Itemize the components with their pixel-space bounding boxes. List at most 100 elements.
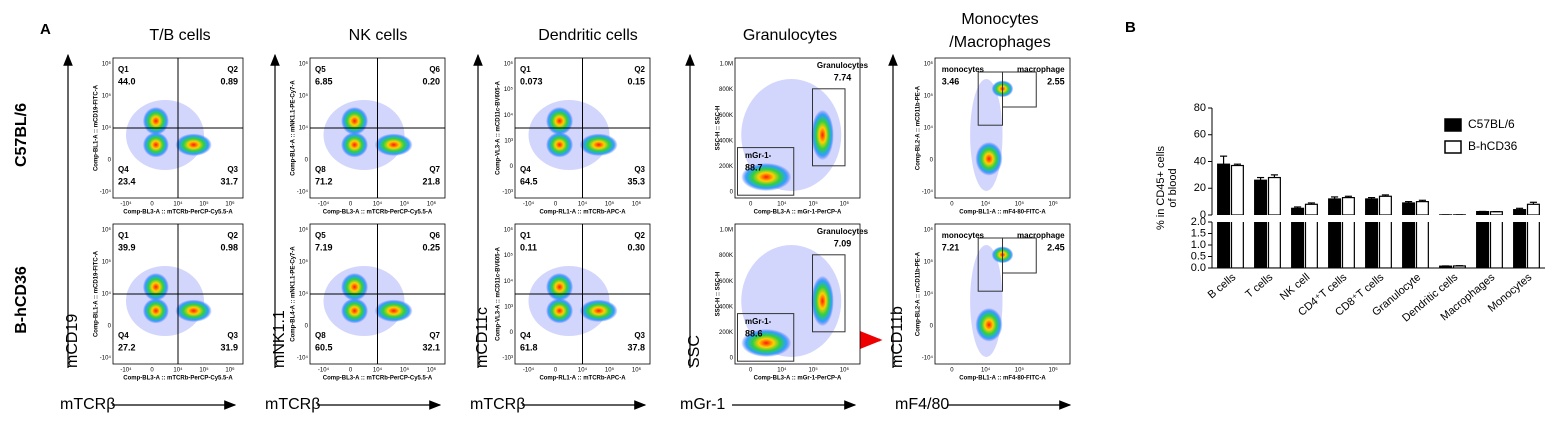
y-tick-label: -10⁴: [297, 189, 309, 196]
bar: [1526, 222, 1540, 268]
gate-name: Q2: [227, 231, 238, 240]
bar-segment: [1526, 222, 1540, 268]
x-tick-label: NK cell: [1278, 271, 1312, 303]
bar-segment: [1513, 207, 1527, 215]
gate-value: 88.7: [745, 162, 763, 172]
bar-segment: [1254, 222, 1268, 268]
y-axis-label: of blood: [1167, 168, 1179, 207]
gate: [812, 254, 846, 333]
bar-segment: [1476, 222, 1490, 268]
bar-segment: [1476, 210, 1490, 215]
column-title: Monocytes: [961, 11, 1038, 28]
gate-name: Q6: [429, 65, 440, 74]
event-density: [546, 298, 574, 324]
x-tick-label: 10⁶: [1049, 367, 1059, 374]
y-tick-label: 0: [510, 164, 514, 170]
y-tick-label: 0: [510, 330, 514, 336]
gate-name: Q4: [520, 165, 531, 174]
bar-segment: [1254, 176, 1268, 215]
x-tick-label: 0: [150, 368, 154, 374]
event-density: [341, 132, 369, 158]
event-density: [811, 109, 834, 161]
bar: [1230, 222, 1244, 268]
x-axis-title: Comp-BL3-A :: mTCRb-PerCP-Cy5.5-A: [123, 210, 233, 216]
bar-segment: [1402, 222, 1416, 268]
y-tick-label: 10³: [504, 304, 513, 310]
y-axis-title: SSC-H :: SSC-H: [716, 272, 722, 317]
event-density: [811, 275, 834, 327]
gate-value: 0.073: [520, 76, 543, 86]
y-tick-label: 1.5: [1191, 227, 1206, 239]
event-density: [374, 133, 413, 156]
bar: [1415, 222, 1429, 268]
bar: [1304, 222, 1318, 268]
event-density: [374, 299, 413, 322]
gate-name: Q3: [227, 165, 238, 174]
x-tick-label: 10⁴: [578, 367, 588, 374]
x-tick-label: 0: [349, 368, 353, 374]
y-tick-label: 800K: [719, 87, 733, 93]
gate: [812, 88, 846, 167]
gate-name: mGr-1-: [745, 317, 772, 326]
bar: [1415, 201, 1429, 215]
event-density: [546, 273, 574, 301]
bar-segment: [1489, 222, 1503, 268]
y-tick-label: 10⁵: [924, 93, 934, 100]
x-tick-label: 10⁶: [632, 201, 642, 208]
y-axis-title: Comp-BL4-A :: mNK1.1-PE-Cy7-A: [291, 246, 297, 342]
x-tick-label: -10⁴: [318, 201, 330, 208]
x-tick-label: 10⁶: [427, 367, 437, 374]
bar-segment: [1291, 206, 1305, 215]
y-tick-label: 0: [730, 356, 734, 362]
x-tick-label: 10⁵: [1015, 201, 1025, 208]
gate-value: 3.46: [942, 76, 960, 86]
legend-swatch: [1444, 140, 1462, 154]
bar: [1489, 222, 1503, 268]
bar: [1291, 222, 1305, 268]
gate-value: 71.2: [315, 176, 333, 186]
x-axis-label: mGr-1: [680, 396, 725, 413]
plot-frame: [934, 223, 1071, 365]
gate-name: Q8: [315, 331, 326, 340]
gate-name: Q4: [118, 331, 129, 340]
gate-name: macrophage: [1017, 65, 1065, 74]
y-axis-title: Comp-BL4-A :: mNK1.1-PE-Cy7-A: [291, 80, 297, 176]
x-tick-label: 10⁴: [777, 201, 787, 208]
x-tick-label: 10⁶: [225, 367, 235, 374]
gate-name: Q3: [634, 331, 645, 340]
gate-name: Q4: [118, 165, 129, 174]
column-title: NK cells: [349, 27, 408, 44]
bar-segment: [1341, 195, 1355, 215]
bar-segment: [1402, 201, 1416, 215]
y-tick-label: 0: [1200, 209, 1206, 221]
y-tick-label: 0: [730, 190, 734, 196]
x-tick-label: 10⁴: [373, 201, 383, 208]
gate-value: 23.4: [118, 176, 136, 186]
y-tick-label: 1.0M: [720, 62, 733, 68]
y-tick-label: 0.5: [1191, 250, 1206, 262]
bar-segment: [1365, 222, 1379, 268]
y-axis-label: mCD11c: [474, 307, 491, 368]
gate-name: monocytes: [942, 231, 985, 240]
bar-segment: [1217, 222, 1231, 268]
gate-name: Q6: [429, 231, 440, 240]
y-axis-title: Comp-VL3-A :: mCD11c-BV605-A: [496, 80, 502, 174]
x-tick-label: 10⁵: [809, 201, 819, 208]
y-tick-label: -10⁴: [922, 355, 934, 362]
y-tick-label: 10⁴: [299, 125, 309, 132]
gate-name: Q1: [118, 65, 129, 74]
y-tick-label: 10⁴: [504, 278, 514, 285]
bar: [1328, 198, 1342, 215]
bar-segment: [1513, 222, 1527, 268]
x-tick-label: 0: [150, 202, 154, 208]
gate: [737, 313, 795, 362]
bar: [1378, 195, 1392, 215]
bar-segment: [1304, 222, 1318, 268]
event-density: [142, 107, 169, 135]
gate-name: Q3: [634, 165, 645, 174]
x-tick-label: 10⁵: [605, 367, 615, 374]
y-tick-label: 10⁵: [299, 259, 309, 266]
gate-value: 6.85: [315, 76, 333, 86]
bar: [1489, 211, 1503, 215]
gate-value: 31.7: [220, 176, 238, 186]
